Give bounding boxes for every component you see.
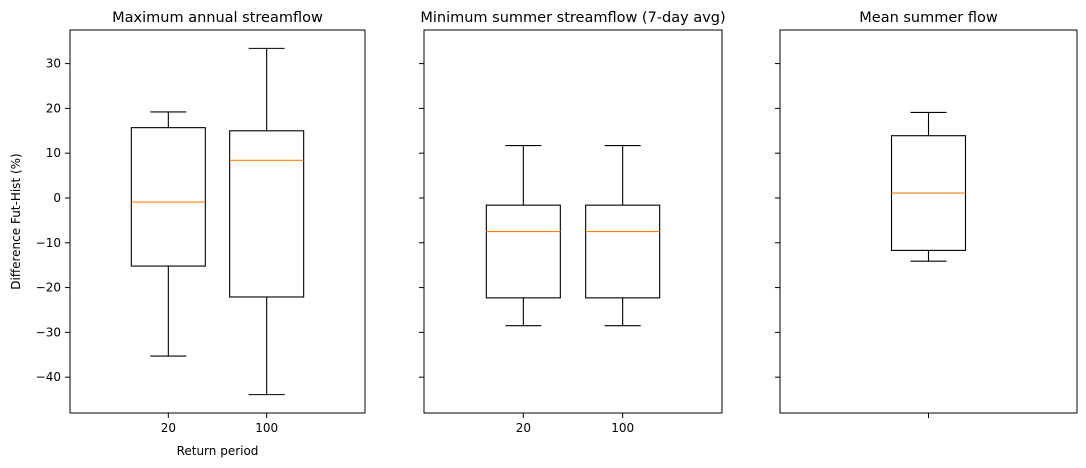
chart-0-ytick-label-6: −30 xyxy=(36,325,61,339)
chart-0-ytick-label-7: −40 xyxy=(36,370,61,384)
chart-2-axes-frame xyxy=(779,29,1078,414)
chart-0-title: Maximum annual streamflow xyxy=(112,10,323,26)
chart-1-box-1-iqr xyxy=(585,204,661,299)
chart-0-ytick-label-1: 20 xyxy=(46,101,61,115)
chart-0-axes-frame xyxy=(69,29,366,414)
chart-0-xtick-label-1: 100 xyxy=(255,421,278,435)
chart-0-ylabel: Difference Fut-Hist (%) xyxy=(9,153,23,289)
chart-1-xtick-label-0: 20 xyxy=(516,421,531,435)
chart-0-ytick-label-2: 10 xyxy=(46,146,61,160)
chart-0-ytick-label-0: 30 xyxy=(46,57,61,71)
chart-1-box-0-iqr xyxy=(485,204,561,299)
chart-0-xtick-label-0: 20 xyxy=(161,421,176,435)
chart-0-box-0-iqr xyxy=(130,127,206,267)
chart-0-box-1-iqr xyxy=(229,130,305,298)
chart-2-title: Mean summer flow xyxy=(859,10,998,26)
chart-0-xlabel: Return period xyxy=(177,444,259,458)
chart-0-ytick-label-5: −20 xyxy=(36,281,61,295)
chart-1-title: Minimum summer streamflow (7-day avg) xyxy=(420,10,725,26)
chart-0-ytick-label-3: 0 xyxy=(53,191,61,205)
chart-0-ytick-label-4: −10 xyxy=(36,236,61,250)
chart-1-xtick-label-1: 100 xyxy=(611,421,634,435)
chart-1-axes-frame xyxy=(423,29,723,414)
